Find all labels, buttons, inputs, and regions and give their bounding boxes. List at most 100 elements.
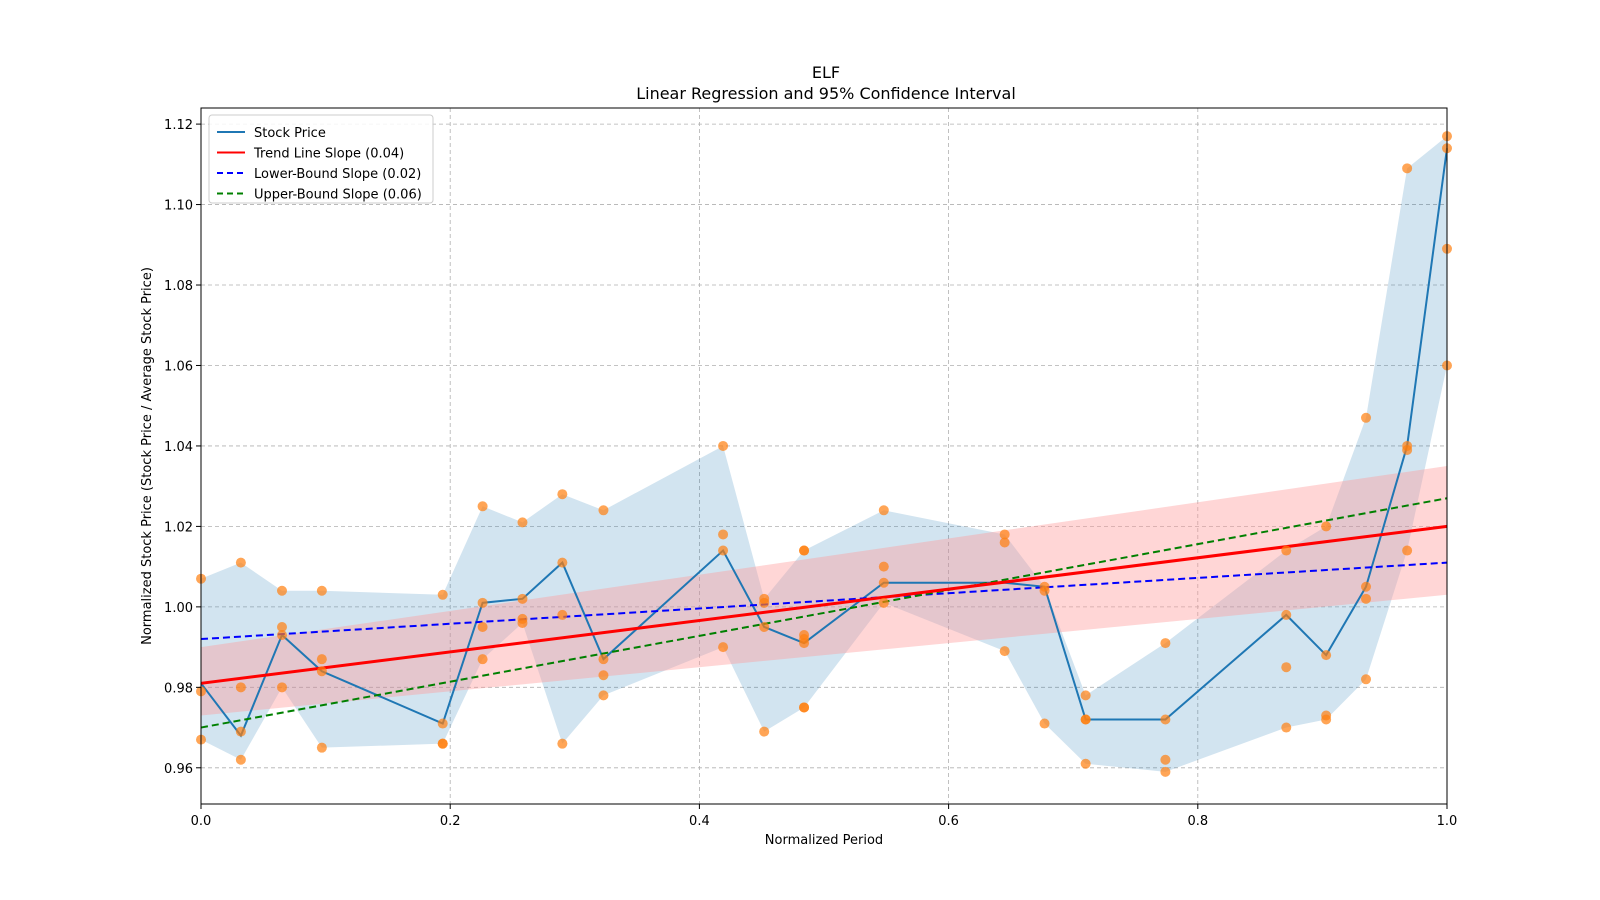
scatter-point (878, 597, 889, 608)
scatter-point (557, 738, 568, 749)
scatter-point (1039, 585, 1050, 596)
scatter-point (235, 754, 246, 765)
scatter-point (878, 505, 889, 516)
scatter-point (718, 545, 729, 556)
scatter-point (799, 545, 810, 556)
scatter-point (1321, 650, 1332, 661)
scatter-point (878, 577, 889, 588)
scatter-point (477, 501, 488, 512)
scatter-point (598, 670, 609, 681)
scatter-point (718, 440, 729, 451)
scatter-point (276, 682, 287, 693)
scatter-point (1160, 638, 1171, 649)
legend-label: Upper-Bound Slope (0.06) (254, 188, 422, 203)
scatter-point (759, 726, 770, 737)
scatter-point (316, 666, 327, 677)
x-tick-label: 0.4 (689, 814, 710, 829)
y-tick-label: 0.98 (164, 681, 193, 696)
stock-price-range-band (201, 136, 1447, 772)
scatter-point (759, 597, 770, 608)
y-tick-label: 1.04 (164, 440, 193, 455)
confidence-bands (201, 136, 1447, 772)
scatter-point (1080, 690, 1091, 701)
scatter-point (718, 529, 729, 540)
y-tick-label: 1.12 (164, 118, 193, 133)
y-axis-label: Normalized Stock Price (Stock Price / Av… (140, 267, 155, 645)
x-tick-label: 0.0 (191, 814, 212, 829)
scatter-point (598, 505, 609, 516)
scatter-point (999, 537, 1010, 548)
scatter-point (276, 621, 287, 632)
scatter-point (517, 617, 528, 628)
scatter-point (1361, 412, 1372, 423)
scatter-point (1281, 545, 1292, 556)
x-axis-ticks: 0.0 0.2 0.4 0.6 0.8 1.0 (191, 804, 1458, 829)
scatter-point (235, 682, 246, 693)
scatter-point (1361, 581, 1372, 592)
scatter-point (1160, 754, 1171, 765)
scatter-point (1281, 722, 1292, 733)
trend-confidence-band (201, 466, 1447, 716)
scatter-point (517, 593, 528, 604)
chart-title: ELF (812, 63, 840, 82)
scatter-point (477, 621, 488, 632)
scatter-point (276, 630, 287, 641)
chart-subtitle: Linear Regression and 95% Confidence Int… (636, 84, 1016, 103)
scatter-point (999, 529, 1010, 540)
scatter-point (799, 702, 810, 713)
y-tick-label: 1.00 (164, 601, 193, 616)
scatter-point (1321, 714, 1332, 725)
plot-frame (200, 107, 1448, 805)
scatter-point (1039, 718, 1050, 729)
y-tick-label: 1.06 (164, 359, 193, 374)
x-tick-label: 1.0 (1437, 814, 1458, 829)
scatter-point (1281, 609, 1292, 620)
y-tick-label: 1.08 (164, 279, 193, 294)
scatter-point (999, 646, 1010, 657)
y-tick-label: 1.10 (164, 199, 193, 214)
scatter-point (718, 642, 729, 653)
scatter-point (799, 638, 810, 649)
x-tick-label: 0.2 (440, 814, 461, 829)
scatter-point (316, 585, 327, 596)
scatter-point (1402, 545, 1413, 556)
scatter-point (1321, 521, 1332, 532)
scatter-point (276, 585, 287, 596)
scatter-point (517, 517, 528, 528)
scatter-point (437, 738, 448, 749)
scatter-point (316, 742, 327, 753)
scatter-point (1402, 163, 1413, 174)
scatter-point (878, 561, 889, 572)
scatter-point (557, 489, 568, 500)
grid-lines (200, 108, 1448, 804)
scatter-point (1080, 714, 1091, 725)
x-axis-label: Normalized Period (765, 833, 883, 848)
y-tick-label: 0.96 (164, 762, 193, 777)
y-tick-label: 1.02 (164, 520, 193, 535)
scatter-point (1402, 444, 1413, 455)
scatter-point (1160, 766, 1171, 777)
legend: Stock Price Trend Line Slope (0.04) Lower-… (208, 114, 434, 204)
scatter-point (557, 609, 568, 620)
scatter-point (1281, 662, 1292, 673)
series-lines (200, 148, 1448, 738)
scatter-point (235, 557, 246, 568)
legend-label: Lower-Bound Slope (0.02) (254, 167, 421, 182)
legend-box (208, 114, 434, 204)
scatter-point (1080, 758, 1091, 769)
scatter-point (759, 621, 770, 632)
lower-bound-line (200, 561, 1448, 641)
scatter-point (1361, 593, 1372, 604)
x-tick-label: 0.8 (1187, 814, 1208, 829)
trend-line (200, 524, 1448, 685)
legend-label: Stock Price (254, 126, 326, 141)
stock-price-line (200, 148, 1448, 738)
scatter-point (437, 589, 448, 600)
scatter-point (437, 718, 448, 729)
scatter-point (316, 654, 327, 665)
x-tick-label: 0.6 (938, 814, 959, 829)
scatter-point (1361, 674, 1372, 685)
scatter-point (598, 690, 609, 701)
scatter-point (1160, 714, 1171, 725)
